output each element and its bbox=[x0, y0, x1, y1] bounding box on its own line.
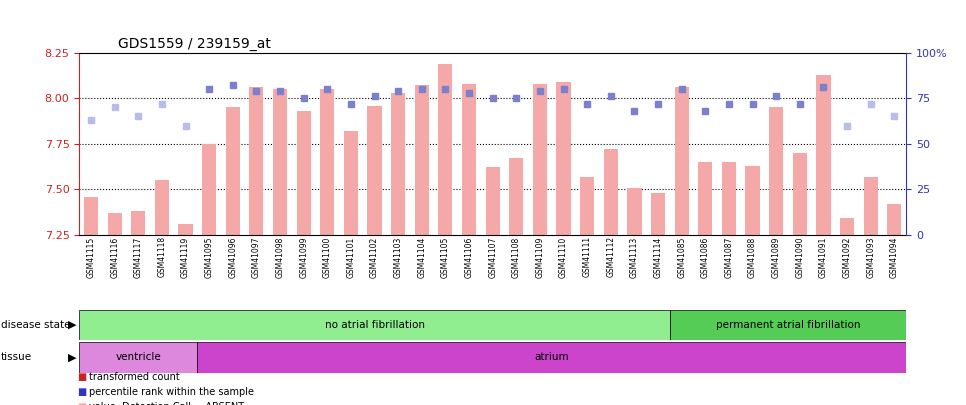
Bar bbox=[509, 158, 524, 235]
Bar bbox=[533, 84, 547, 235]
Bar bbox=[344, 131, 358, 235]
Bar bbox=[84, 197, 99, 235]
Bar bbox=[414, 85, 429, 235]
Bar bbox=[669, 310, 906, 340]
Text: ■: ■ bbox=[77, 403, 87, 405]
Bar bbox=[197, 342, 906, 373]
Bar bbox=[580, 177, 594, 235]
Text: ▶: ▶ bbox=[68, 352, 76, 362]
Text: ■: ■ bbox=[77, 387, 87, 397]
Bar bbox=[107, 213, 122, 235]
Bar bbox=[155, 180, 169, 235]
Bar bbox=[439, 64, 452, 235]
Bar bbox=[486, 168, 499, 235]
Text: atrium: atrium bbox=[534, 352, 569, 362]
Bar bbox=[131, 211, 145, 235]
Bar bbox=[79, 342, 197, 373]
Bar bbox=[651, 193, 666, 235]
Text: value, Detection Call = ABSENT: value, Detection Call = ABSENT bbox=[89, 403, 244, 405]
Bar bbox=[816, 75, 831, 235]
Bar bbox=[249, 87, 264, 235]
Text: transformed count: transformed count bbox=[89, 372, 180, 382]
Bar bbox=[367, 106, 382, 235]
Bar bbox=[391, 93, 406, 235]
Bar bbox=[462, 84, 476, 235]
Text: no atrial fibrillation: no atrial fibrillation bbox=[325, 320, 424, 330]
Bar bbox=[604, 149, 618, 235]
Bar bbox=[793, 153, 807, 235]
Text: GDS1559 / 239159_at: GDS1559 / 239159_at bbox=[118, 36, 270, 51]
Bar bbox=[698, 162, 712, 235]
Text: ▶: ▶ bbox=[68, 320, 76, 330]
Text: tissue: tissue bbox=[1, 352, 32, 362]
Bar bbox=[627, 188, 641, 235]
Bar bbox=[840, 219, 854, 235]
Text: disease state: disease state bbox=[1, 320, 71, 330]
Text: ■: ■ bbox=[77, 372, 87, 382]
Bar bbox=[179, 224, 192, 235]
Bar bbox=[887, 204, 901, 235]
Bar bbox=[273, 89, 287, 235]
Bar bbox=[556, 82, 571, 235]
Bar bbox=[674, 87, 689, 235]
Bar bbox=[226, 107, 240, 235]
Bar bbox=[746, 166, 759, 235]
Bar bbox=[202, 144, 216, 235]
Bar bbox=[722, 162, 736, 235]
Bar bbox=[297, 111, 311, 235]
Text: percentile rank within the sample: percentile rank within the sample bbox=[89, 387, 254, 397]
Bar bbox=[79, 310, 669, 340]
Bar bbox=[320, 89, 334, 235]
Text: ventricle: ventricle bbox=[115, 352, 161, 362]
Bar bbox=[769, 107, 783, 235]
Text: permanent atrial fibrillation: permanent atrial fibrillation bbox=[716, 320, 861, 330]
Bar bbox=[864, 177, 878, 235]
